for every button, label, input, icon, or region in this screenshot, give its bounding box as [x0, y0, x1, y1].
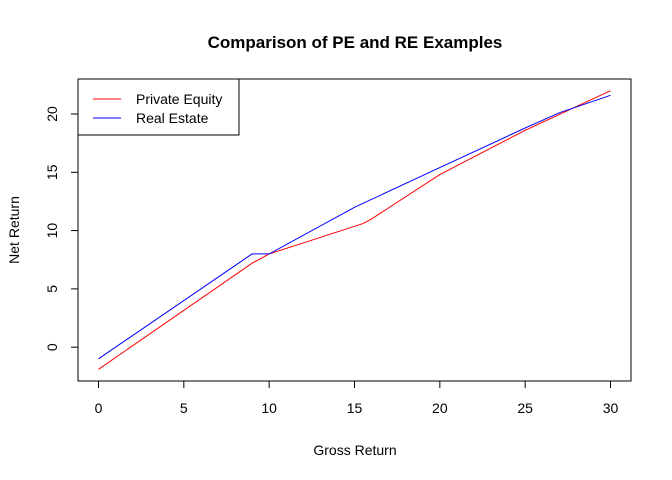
- series-line-private-equity: [98, 90, 611, 370]
- x-tick-label: 0: [95, 400, 103, 416]
- y-tick-label: 10: [44, 223, 60, 239]
- legend-box: [77, 78, 240, 136]
- x-tick-label: 20: [432, 400, 448, 416]
- x-tick-label: 25: [517, 400, 533, 416]
- y-tick-label: 20: [44, 106, 60, 122]
- series-line-real-estate: [98, 94, 611, 360]
- legend: Private Equity Real Estate: [77, 78, 240, 136]
- y-axis-label: Net Return: [6, 196, 22, 264]
- x-tick-label: 10: [261, 400, 277, 416]
- x-tick-label: 5: [180, 400, 188, 416]
- series-layer: [98, 90, 611, 370]
- x-axis: 0 5 10 15 20 25 30: [95, 380, 619, 416]
- y-axis: 0 5 10 15 20: [44, 106, 79, 351]
- legend-label-real-estate: Real Estate: [136, 110, 209, 126]
- y-tick-label: 15: [44, 164, 60, 180]
- y-tick-label: 5: [44, 285, 60, 293]
- x-axis-label: Gross Return: [313, 442, 396, 458]
- x-tick-label: 15: [347, 400, 363, 416]
- x-tick-label: 30: [603, 400, 619, 416]
- chart-title: Comparison of PE and RE Examples: [208, 33, 503, 52]
- y-tick-label: 0: [44, 343, 60, 351]
- legend-label-private-equity: Private Equity: [136, 91, 222, 107]
